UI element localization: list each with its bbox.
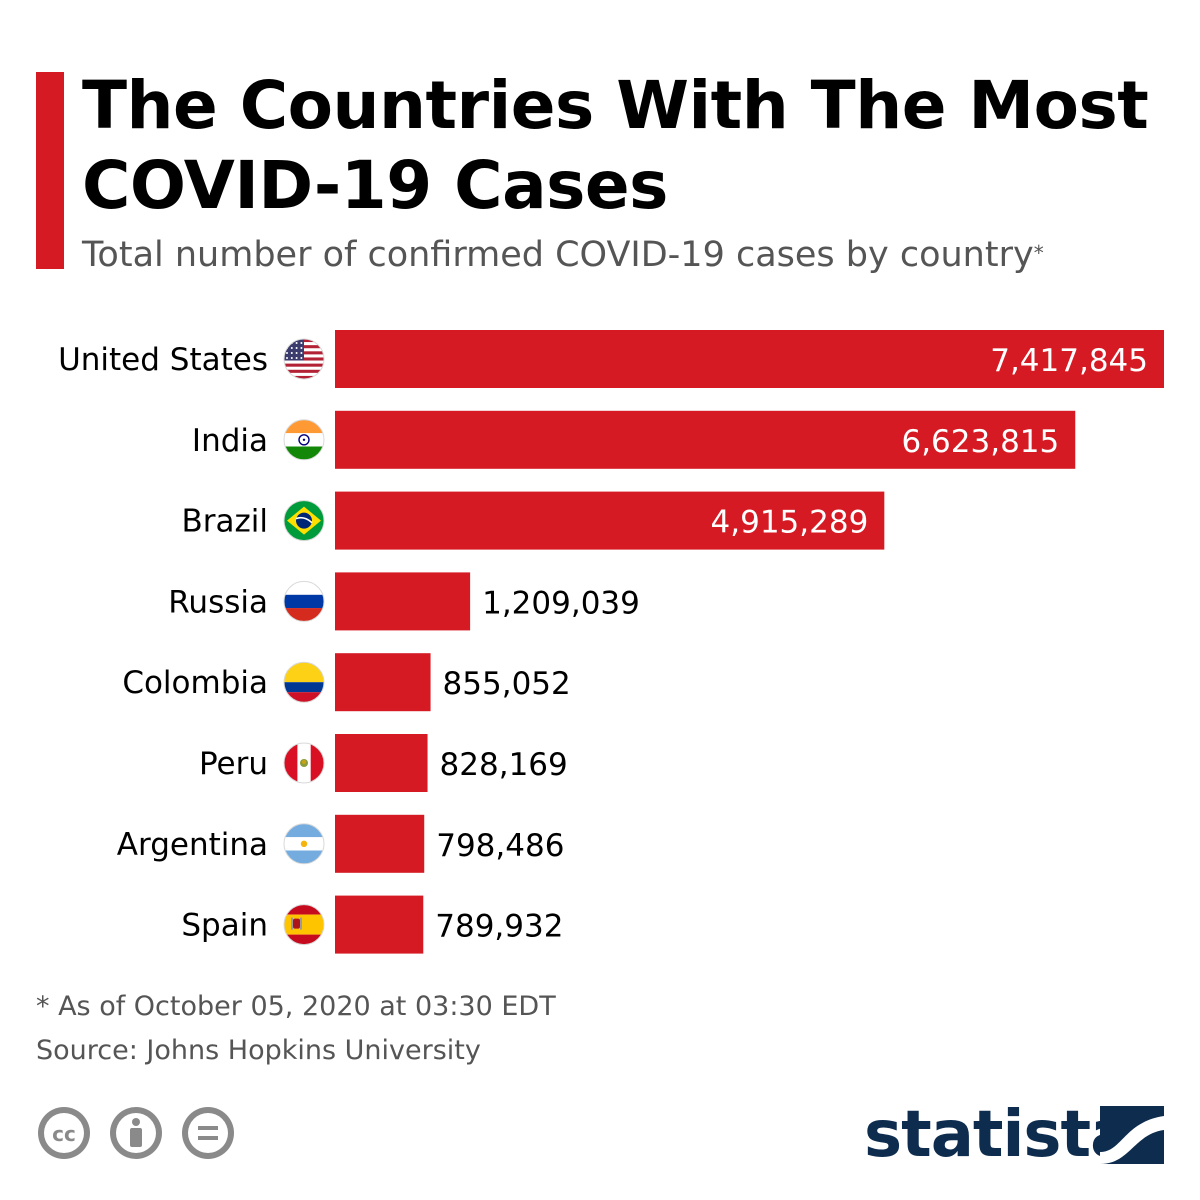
license-icons: cc: [38, 1107, 234, 1159]
bar-united-states: [335, 330, 1164, 388]
india-flag-icon: [283, 419, 325, 461]
value-label-spain: 789,932: [435, 909, 563, 945]
statista-logo-mark-icon: [1100, 1106, 1164, 1164]
bar-russia: [335, 572, 471, 631]
argentina-flag-icon: [283, 823, 325, 865]
russia-flag-icon: [283, 580, 325, 622]
value-label-brazil: 4,915,289: [711, 505, 869, 541]
category-label-argentina: Argentina: [117, 827, 268, 863]
bar-spain: [335, 895, 424, 954]
no-derivatives-icon: [182, 1107, 234, 1159]
category-label-colombia: Colombia: [122, 665, 268, 701]
us-flag-icon: [283, 338, 325, 380]
cc-icon: cc: [38, 1107, 90, 1159]
title-accent-bar: [36, 72, 64, 269]
bar-chart: United States 7,417,845 India 6,623,815 Braz…: [58, 330, 1164, 954]
value-label-united-states: 7,417,845: [990, 343, 1148, 379]
value-label-india: 6,623,815: [901, 424, 1059, 460]
bar-india: [335, 410, 1076, 469]
bar-colombia: [335, 653, 431, 712]
subtitle-footnote-mark: *: [1033, 241, 1044, 265]
value-label-russia: 1,209,039: [482, 585, 640, 621]
peru-flag-icon: [283, 742, 325, 784]
chart-subtitle: Total number of confirmed COVID-19 cases…: [82, 232, 1044, 278]
value-label-argentina: 798,486: [436, 828, 564, 864]
subtitle-text: Total number of confirmed COVID-19 cases…: [82, 235, 1034, 275]
category-label-united-states: United States: [58, 342, 268, 378]
svg-text:cc: cc: [52, 1122, 76, 1146]
value-label-peru: 828,169: [440, 747, 568, 783]
category-label-spain: Spain: [181, 908, 268, 944]
bar-argentina: [335, 814, 425, 873]
attribution-icon: [110, 1107, 162, 1159]
spain-flag-icon: [283, 904, 325, 946]
chart-title: The Countries With The Most COVID-19 Cas…: [82, 67, 1149, 224]
bar-peru: [335, 734, 428, 792]
category-label-brazil: Brazil: [181, 504, 268, 540]
value-label-colombia: 855,052: [443, 666, 571, 702]
bar-brazil: [335, 491, 885, 550]
category-label-russia: Russia: [168, 584, 268, 620]
footnote-date: * As of October 05, 2020 at 03:30 EDT: [36, 991, 556, 1022]
brazil-flag-icon: [283, 500, 325, 542]
category-label-peru: Peru: [199, 746, 268, 782]
category-label-india: India: [192, 423, 268, 459]
colombia-flag-icon: [283, 661, 325, 703]
footnote-source: Source: Johns Hopkins University: [36, 1035, 481, 1066]
statista-logo: statista: [864, 1098, 1133, 1172]
